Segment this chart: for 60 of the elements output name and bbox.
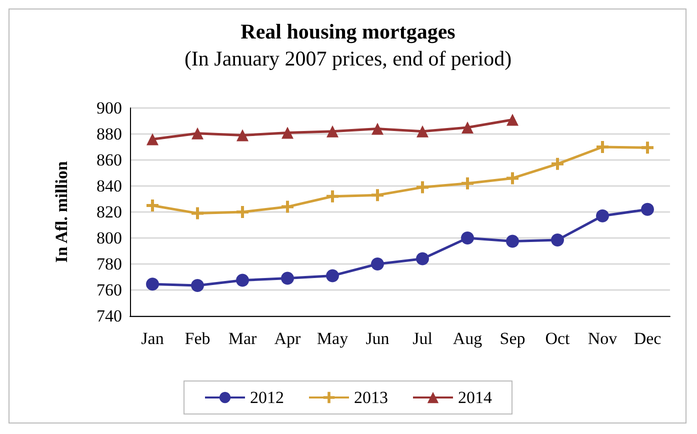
x-tick-label: Jan: [141, 329, 164, 348]
chart-title: Real housing mortgages: [240, 20, 456, 44]
y-tick-label: 900: [96, 98, 122, 118]
x-tick-label: Jun: [366, 329, 390, 348]
x-tick-label: Feb: [184, 329, 210, 348]
point: [372, 189, 384, 202]
x-tick-label: Mar: [228, 329, 257, 348]
legend-label: 2013: [354, 388, 388, 407]
x-tick-label: May: [316, 329, 349, 348]
x-tick-label: Aug: [452, 329, 483, 348]
point: [192, 127, 204, 140]
legend-label: 2012: [250, 388, 284, 407]
point: [281, 272, 294, 285]
point: [372, 122, 384, 135]
legend-label: 2014: [458, 388, 492, 407]
point: [146, 200, 158, 212]
point: [371, 258, 384, 270]
y-tick-label: 860: [96, 150, 122, 170]
point: [326, 269, 339, 282]
y-axis-title: In Afl. million: [52, 160, 71, 263]
point: [416, 125, 428, 138]
point: [282, 200, 294, 213]
point: [146, 278, 159, 291]
point: [596, 209, 609, 222]
point: [236, 129, 248, 142]
point: [462, 122, 474, 134]
point: [326, 190, 338, 202]
point: [192, 207, 204, 220]
chart-subtitle: (In January 2007 prices, end of period): [184, 46, 512, 70]
point: [236, 206, 248, 218]
x-tick-label: Sep: [500, 329, 526, 348]
point: [146, 133, 158, 146]
point: [462, 177, 474, 190]
point: [641, 202, 654, 216]
y-tick-label: 740: [96, 306, 122, 326]
y-tick-label: 840: [96, 176, 122, 196]
x-tick-label: Apr: [274, 329, 302, 348]
y-tick-label: 760: [96, 280, 122, 300]
y-tick-label: 820: [96, 202, 122, 222]
y-tick-label: 800: [96, 228, 122, 248]
point: [236, 274, 249, 287]
point: [506, 172, 518, 184]
point: [506, 114, 518, 126]
point: [642, 142, 654, 154]
x-tick-label: Jul: [412, 329, 433, 348]
point: [461, 232, 474, 244]
x-tick-label: Dec: [634, 329, 662, 348]
point: [326, 125, 338, 138]
y-tick-label: 780: [96, 254, 122, 274]
point: [416, 252, 429, 266]
point: [506, 234, 519, 248]
x-tick-label: Nov: [588, 329, 618, 348]
point: [551, 233, 564, 246]
point: [416, 181, 428, 194]
x-tick-label: Oct: [545, 329, 570, 348]
point: [282, 126, 294, 139]
point: [596, 141, 608, 153]
point: [191, 278, 204, 292]
point: [552, 158, 564, 170]
y-tick-label: 880: [96, 124, 122, 144]
